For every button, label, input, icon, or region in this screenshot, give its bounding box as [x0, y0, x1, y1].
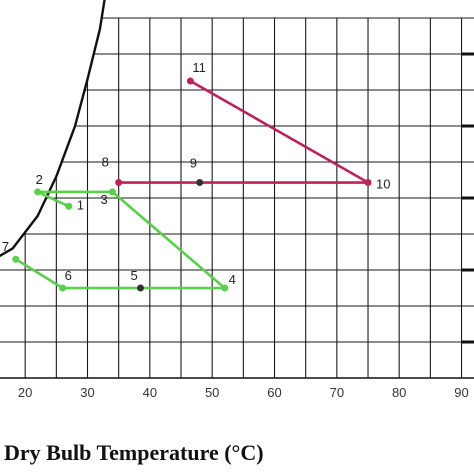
state-point-label: 4: [229, 272, 236, 287]
state-point: [364, 179, 372, 187]
x-axis-ticks: 20 30 40 50 60 70 80 90: [18, 385, 469, 400]
x-tick-label: 70: [330, 385, 344, 400]
state-point: [108, 188, 116, 196]
state-point-label: 8: [102, 155, 109, 170]
x-tick-label: 80: [392, 385, 406, 400]
saturation-curve-layer: [0, 0, 107, 260]
state-point-label: 5: [130, 268, 137, 283]
state-point-label: 10: [376, 177, 390, 192]
process-line: [189, 79, 369, 184]
x-tick-label: 30: [80, 385, 94, 400]
state-point-label: 1: [77, 197, 84, 212]
state-point-label: 11: [192, 60, 206, 75]
state-point: [59, 284, 67, 292]
chart-grid: [0, 17, 474, 379]
state-point: [115, 179, 123, 187]
state-point-label: 7: [2, 239, 9, 254]
state-point-label: 9: [190, 156, 197, 171]
curve-mask: [0, 0, 107, 260]
state-point-label: 3: [100, 192, 107, 207]
saturation-curve: [0, 0, 106, 258]
process-line: [37, 190, 70, 208]
state-points-layer: 1 2 3 4 5 6 7 8 9 10 11: [2, 60, 390, 292]
state-point: [65, 202, 73, 210]
x-tick-label: 60: [267, 385, 281, 400]
state-point: [221, 284, 229, 292]
state-point: [196, 179, 204, 187]
x-tick-label: 40: [143, 385, 157, 400]
process-line: [15, 190, 226, 290]
state-point: [136, 284, 144, 292]
state-point: [34, 188, 42, 196]
state-point-label: 2: [36, 172, 43, 187]
x-tick-label: 20: [18, 385, 32, 400]
x-axis-label: Dry Bulb Temperature (°C): [4, 440, 264, 465]
state-point-label: 6: [65, 268, 72, 283]
state-point: [12, 255, 20, 263]
state-point: [186, 77, 194, 85]
x-tick-label: 90: [454, 385, 468, 400]
x-tick-label: 50: [205, 385, 219, 400]
